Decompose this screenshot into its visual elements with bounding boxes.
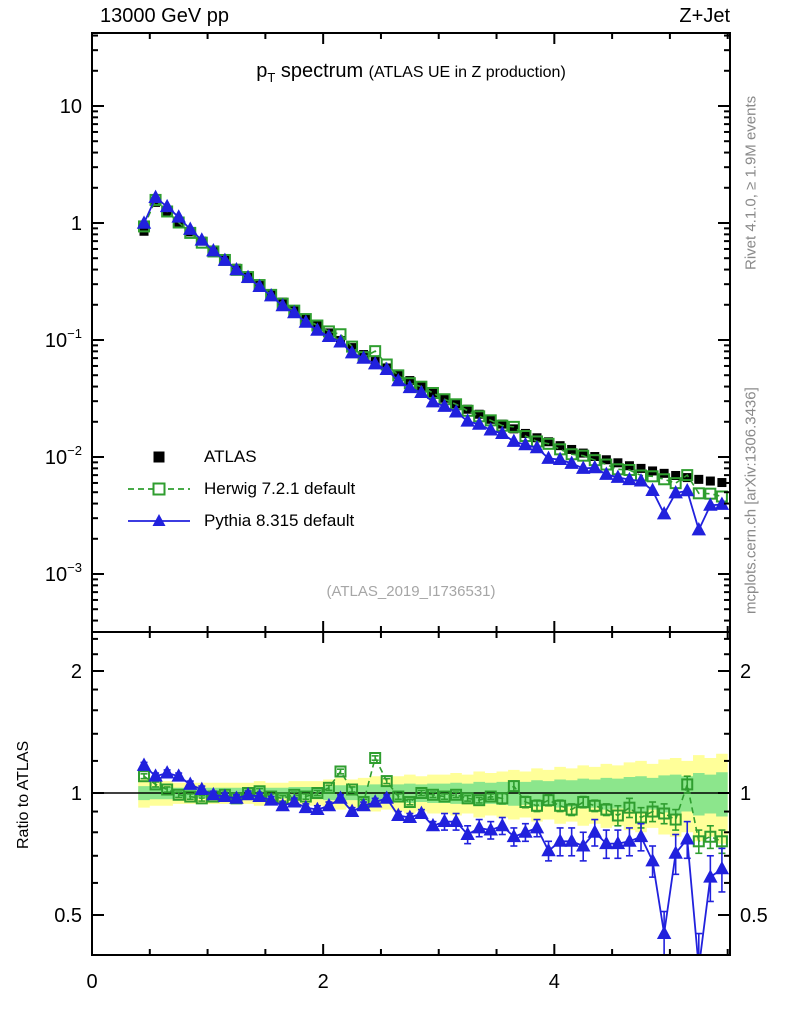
rivet-version-label: Rivet 4.1.0, ≥ 1.9M events: [742, 95, 760, 271]
svg-text:10: 10: [60, 96, 82, 118]
analysis-title: (ATLAS UE in Z production): [368, 64, 566, 81]
ratio-axis-title: Ratio to ATLAS: [15, 740, 32, 850]
svg-text:0.5: 0.5: [740, 905, 768, 927]
legend-item-atlas: ATLAS: [126, 441, 355, 473]
svg-text:10−2: 10−2: [45, 443, 82, 469]
svg-text:10−3: 10−3: [45, 560, 82, 586]
svg-text:2: 2: [740, 661, 751, 683]
svg-text:1: 1: [71, 213, 82, 235]
legend: ATLAS Herwig 7.2.1 default Pythia 8.315 …: [126, 441, 355, 537]
atlas-marker-icon: [153, 451, 165, 463]
analysis-id-watermark: (ATLAS_2019_I1736531): [326, 583, 496, 600]
svg-text:1: 1: [740, 783, 751, 805]
legend-item-herwig: Herwig 7.2.1 default: [126, 473, 355, 505]
svg-text:2: 2: [318, 971, 329, 993]
pythia-marker-icon: [128, 514, 190, 526]
plot-title: pT spectrum (ATLAS UE in Z production): [92, 60, 730, 85]
svg-text:0.5: 0.5: [54, 905, 82, 927]
legend-label-herwig: Herwig 7.2.1 default: [204, 479, 356, 498]
herwig-marker-icon: [128, 482, 190, 496]
svg-text:0: 0: [86, 971, 97, 993]
process-label: Z+Jet: [679, 5, 730, 27]
svg-text:1: 1: [71, 783, 82, 805]
observable-title: pT spectrum: [256, 60, 364, 85]
svg-text:2: 2: [71, 661, 82, 683]
mcplots-credit-label: mcplots.cern.ch [arXiv:1306.3436]: [742, 387, 760, 614]
svg-text:4: 4: [549, 971, 560, 993]
svg-text:10−1: 10−1: [45, 326, 82, 352]
legend-item-pythia: Pythia 8.315 default: [126, 505, 355, 537]
legend-label-pythia: Pythia 8.315 default: [204, 511, 355, 530]
beam-energy-label: 13000 GeV pp: [100, 5, 229, 27]
legend-label-atlas: ATLAS: [204, 447, 257, 466]
